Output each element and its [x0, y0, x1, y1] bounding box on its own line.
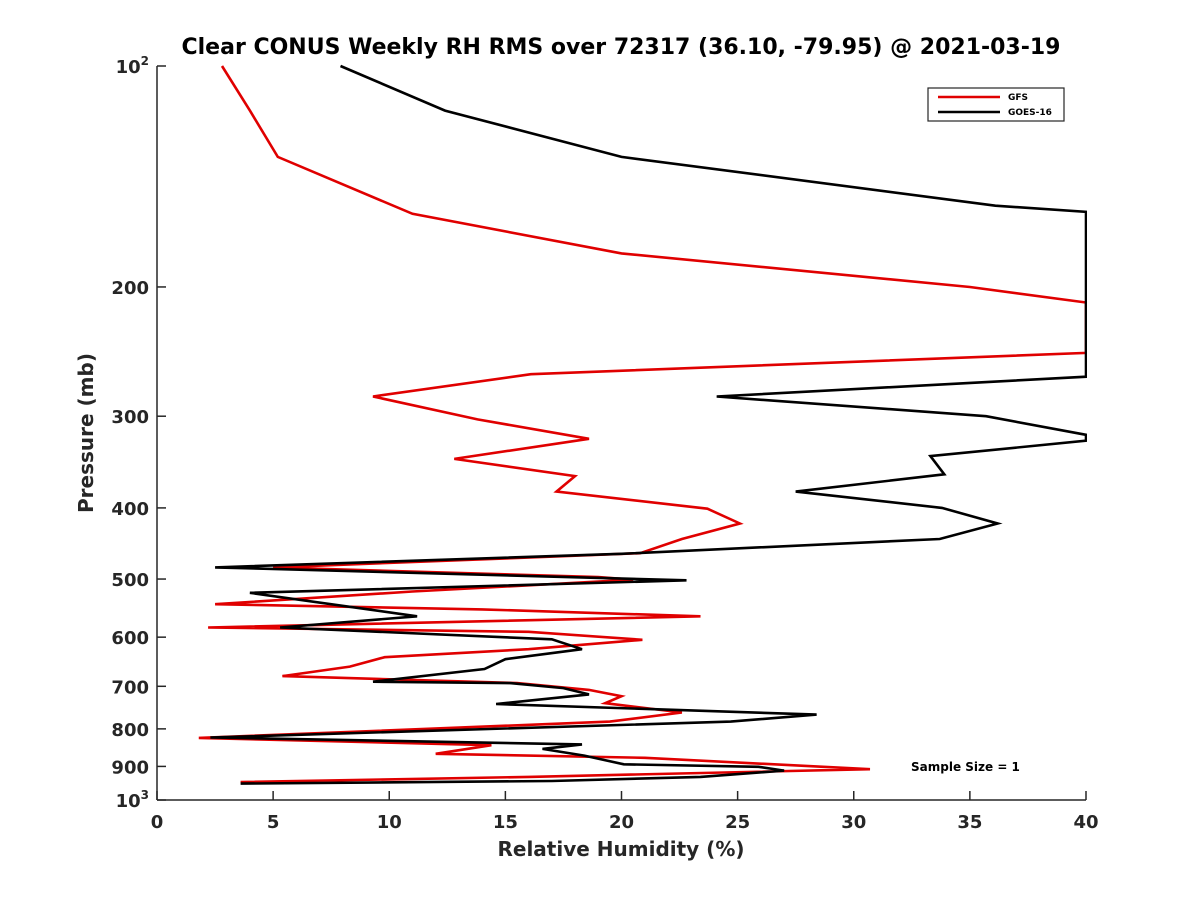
y-tick-label: 500 — [111, 570, 149, 591]
x-tick-label: 25 — [725, 812, 750, 833]
plot-series — [198, 64, 1087, 785]
series-line-gfs — [198, 65, 1087, 784]
legend-entry: GFS — [1008, 93, 1028, 103]
y-tick-label: 200 — [111, 278, 149, 299]
x-tick-label: 10 — [377, 812, 402, 833]
y-tick-label: 300 — [111, 407, 149, 428]
y-tick-label: 400 — [111, 499, 149, 520]
sample-size-annotation: Sample Size = 1 — [911, 760, 1020, 774]
x-tick-label: 30 — [841, 812, 866, 833]
legend-entry: GOES-16 — [1008, 108, 1052, 118]
x-tick-label: 0 — [151, 812, 164, 833]
series-line-goes-16 — [210, 64, 1087, 785]
x-tick-label: 15 — [493, 812, 518, 833]
y-tick-label: 800 — [111, 720, 149, 741]
x-tick-label: 35 — [957, 812, 982, 833]
y-axis-label: Pressure (mb) — [74, 353, 98, 513]
y-tick-label: 102 — [116, 54, 149, 78]
y-tick-label: 103 — [116, 788, 149, 812]
x-axis-label: Relative Humidity (%) — [497, 837, 744, 861]
x-tick-label: 40 — [1073, 812, 1098, 833]
x-axis-ticks: 0 5 10 15 20 25 30 35 40 — [151, 791, 1099, 833]
x-tick-label: 20 — [609, 812, 634, 833]
y-tick-label: 700 — [111, 677, 149, 698]
legend: GFS GOES-16 — [927, 87, 1065, 122]
y-tick-label: 900 — [111, 757, 149, 778]
chart-title: Clear CONUS Weekly RH RMS over 72317 (36… — [182, 35, 1061, 60]
y-axis-ticks: 102 200 300 400 500 600 700 800 900 103 — [111, 54, 166, 812]
legend-box — [927, 87, 1065, 122]
x-tick-label: 5 — [267, 812, 280, 833]
y-tick-label: 600 — [111, 628, 149, 649]
